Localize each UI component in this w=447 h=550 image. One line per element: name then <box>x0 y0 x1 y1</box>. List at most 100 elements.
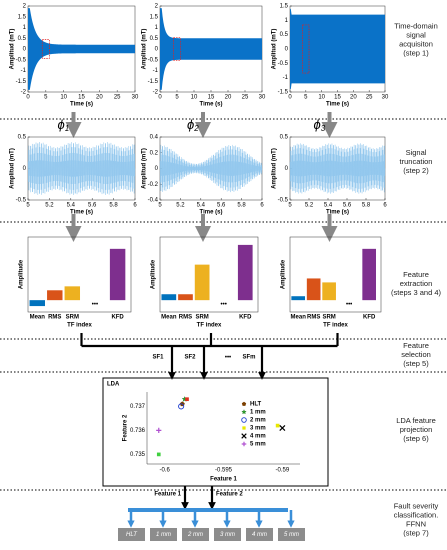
legend-label: 3 mm <box>250 426 266 432</box>
x-axis-label: Time (s) <box>326 210 349 216</box>
ellipsis: ••• <box>346 302 352 308</box>
y-tick-label: 0.736 <box>130 428 146 434</box>
y-tick-label: -1 <box>153 68 159 74</box>
y-axis-label: Amplitud (mT) <box>272 29 278 70</box>
feature-label: Feature 2 <box>216 492 243 498</box>
x-axis-label: Feature 1 <box>210 477 237 483</box>
step-label: Time-domain <box>394 21 437 30</box>
y-tick-label: 0.4 <box>150 135 159 141</box>
bar <box>362 248 376 301</box>
y-tick-label: 0 <box>155 166 159 172</box>
selection-label: ••• <box>225 355 231 361</box>
step-label: extraction <box>400 279 433 288</box>
x-axis-label: TF index <box>67 323 92 329</box>
lda-box <box>102 377 329 487</box>
y-axis-label: Amplitude <box>151 259 157 289</box>
x-tick-label: 5.6 <box>217 203 226 209</box>
x-tick-label: 15 <box>208 95 215 101</box>
x-tick-label: 15 <box>334 95 341 101</box>
y-axis-label: Amplitud (mT) <box>142 29 148 70</box>
step-label: Feature <box>403 341 429 350</box>
x-tick-label: 5.2 <box>176 203 185 209</box>
y-tick-label: -0.5 <box>148 57 159 63</box>
step-label: FFNN <box>406 519 426 528</box>
phi-sub: 1 <box>65 124 69 133</box>
category-label: KFD <box>111 315 124 321</box>
x-tick-label: 6 <box>383 203 387 209</box>
output-label: HLT <box>126 532 138 538</box>
y-tick-label: -2 <box>21 90 27 96</box>
legend-marker <box>241 441 247 447</box>
y-tick-label: 0.5 <box>18 36 27 42</box>
phi-symbol: ϕ <box>187 117 194 132</box>
window <box>302 24 310 74</box>
legend-label: 5 mm <box>250 442 266 448</box>
selection-label: SFm <box>242 355 255 361</box>
x-tick-label: 5 <box>26 203 30 209</box>
bar <box>64 286 81 301</box>
x-tick-label: 25 <box>242 95 249 101</box>
marker <box>279 424 286 432</box>
phi-label: ϕ3 <box>314 117 326 133</box>
x-tick-label: 5.8 <box>362 203 371 209</box>
y-tick-label: 2 <box>23 4 27 10</box>
y-tick-label: 1 <box>155 25 159 31</box>
output-box <box>246 528 273 541</box>
y-axis-label: Amplitude <box>281 259 287 289</box>
step-label: acquisiton <box>399 39 433 48</box>
marker <box>178 403 185 410</box>
y-tick-label: -1.5 <box>16 79 27 85</box>
legend-marker <box>241 401 247 406</box>
y-axis-label: Amplitud (mT) <box>142 148 148 189</box>
bar <box>291 296 306 301</box>
category-label: SRM <box>66 315 79 321</box>
phi-sub: 2 <box>193 124 199 133</box>
x-tick-label: 5.4 <box>67 203 76 209</box>
x-tick-label: 5.8 <box>237 203 246 209</box>
y-tick-label: 1 <box>23 25 27 31</box>
step-label: truncation <box>400 157 433 166</box>
x-tick-label: 5.2 <box>45 203 54 209</box>
ellipsis: ••• <box>92 302 98 308</box>
y-tick-label: 1 <box>285 18 289 24</box>
x-tick-label: 5 <box>175 95 179 101</box>
category-label: SRM <box>322 315 335 321</box>
x-tick-label: 5.8 <box>109 203 118 209</box>
y-tick-label: -0.5 <box>16 198 27 204</box>
category-label: SRM <box>195 315 208 321</box>
output-label: 4 mm <box>252 532 267 538</box>
x-tick-label: 20 <box>225 95 232 101</box>
step-label: (step 6) <box>403 434 429 443</box>
x-axis-label: Time (s) <box>200 210 223 216</box>
bar <box>161 294 177 301</box>
y-tick-label: -2 <box>153 90 159 96</box>
x-tick-label: 5.4 <box>197 203 206 209</box>
marker <box>156 452 161 457</box>
x-tick-label: 5 <box>44 95 48 101</box>
x-tick-label: -0.6 <box>159 468 170 474</box>
y-tick-label: -1.5 <box>278 90 289 96</box>
signal <box>28 8 135 90</box>
x-tick-label: 10 <box>60 95 67 101</box>
category-label: KFD <box>239 315 252 321</box>
y-tick-label: 1.5 <box>150 14 159 20</box>
phi-label: ϕ2 <box>187 117 199 133</box>
bar <box>178 294 193 301</box>
y-tick-label: 1.5 <box>18 14 27 20</box>
x-axis-label: Time (s) <box>70 102 93 108</box>
window <box>41 39 50 59</box>
signal <box>290 8 385 90</box>
x-tick-label: 0 <box>26 95 30 101</box>
bar <box>109 248 126 301</box>
category-label: Mean <box>291 315 307 321</box>
step-label: (step 5) <box>403 359 429 368</box>
legend-label: 2 mm <box>250 418 266 424</box>
x-axis-label: TF index <box>323 323 348 329</box>
step-label: signal <box>406 30 426 39</box>
phi-sub: 3 <box>321 124 326 133</box>
selection-label: SF1 <box>152 355 164 361</box>
y-tick-label: -0.5 <box>278 198 289 204</box>
bar <box>29 300 45 307</box>
x-tick-label: 30 <box>132 95 139 101</box>
y-tick-label: 1.5 <box>280 4 289 10</box>
